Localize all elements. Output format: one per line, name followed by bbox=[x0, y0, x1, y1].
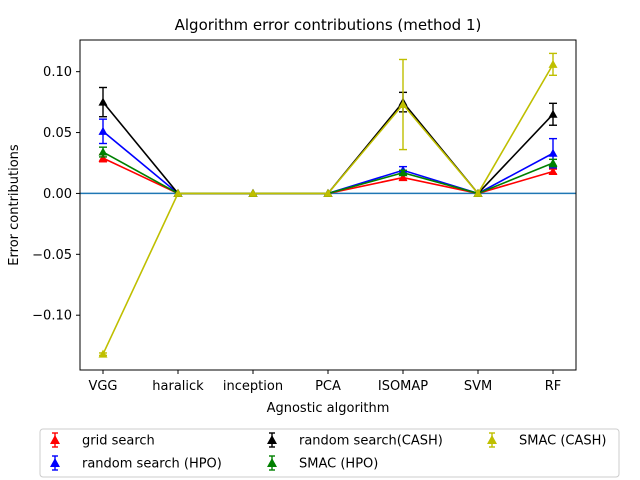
legend-marker bbox=[487, 435, 497, 444]
legend-label: SMAC (CASH) bbox=[519, 434, 606, 449]
legend-box bbox=[39, 428, 620, 478]
data-point bbox=[98, 349, 108, 358]
data-point bbox=[398, 100, 408, 109]
legend-entry: grid search bbox=[50, 432, 155, 449]
data-point bbox=[98, 147, 108, 156]
y-tick-label: 0.05 bbox=[43, 126, 72, 141]
x-tick-label: ISOMAP bbox=[378, 379, 428, 394]
plot-area bbox=[80, 52, 576, 358]
chart-title: Algorithm error contributions (method 1) bbox=[175, 16, 482, 34]
y-tick-label: 0.10 bbox=[43, 65, 72, 80]
x-tick-label: PCA bbox=[315, 379, 341, 394]
y-axis-label: Error contributions bbox=[7, 144, 22, 266]
x-tick-label: VGG bbox=[88, 379, 117, 394]
x-tick-label: RF bbox=[545, 379, 562, 394]
legend-label: random search (HPO) bbox=[82, 457, 222, 472]
legend-label: grid search bbox=[82, 434, 155, 449]
legend-marker bbox=[267, 458, 277, 467]
series-line bbox=[102, 63, 554, 355]
legend-entry: SMAC (HPO) bbox=[267, 455, 378, 472]
data-point bbox=[98, 126, 108, 135]
series-2 bbox=[98, 86, 558, 197]
legend-marker bbox=[50, 458, 60, 467]
y-tick-label: 0.00 bbox=[43, 187, 72, 202]
data-point bbox=[473, 188, 483, 197]
x-axis-label: Agnostic algorithm bbox=[267, 401, 390, 416]
series-1 bbox=[98, 118, 558, 197]
x-tick-label: haralick bbox=[152, 379, 204, 394]
data-point bbox=[173, 188, 183, 197]
data-point bbox=[398, 168, 408, 177]
data-point bbox=[98, 97, 108, 106]
legend-marker bbox=[50, 435, 60, 444]
data-point bbox=[398, 173, 408, 182]
legend-entry: random search (HPO) bbox=[50, 455, 222, 472]
data-point bbox=[548, 109, 558, 118]
series-4 bbox=[98, 52, 558, 358]
data-point bbox=[548, 148, 558, 157]
data-point bbox=[548, 158, 558, 167]
legend-label: SMAC (HPO) bbox=[299, 457, 378, 472]
y-tick-label: −0.10 bbox=[32, 309, 72, 324]
data-point bbox=[248, 188, 258, 197]
legend-marker bbox=[267, 435, 277, 444]
legend-entry: random search(CASH) bbox=[267, 432, 443, 449]
data-point bbox=[548, 59, 558, 68]
data-point bbox=[323, 188, 333, 197]
x-tick-label: inception bbox=[223, 379, 283, 394]
legend-entry: SMAC (CASH) bbox=[487, 432, 606, 449]
legend-label: random search(CASH) bbox=[299, 434, 443, 449]
data-point bbox=[98, 153, 108, 162]
y-axis: 0.10 0.05 0.00 −0.05 −0.10 bbox=[32, 65, 80, 324]
data-point bbox=[548, 167, 558, 176]
y-tick-label: −0.05 bbox=[32, 248, 72, 263]
plot-frame bbox=[79, 39, 577, 371]
legend: grid search random search (HPO) random sea… bbox=[39, 428, 620, 478]
x-axis: VGG haralick inception PCA ISOMAP SVM RF bbox=[88, 370, 561, 394]
x-tick-label: SVM bbox=[464, 379, 492, 394]
